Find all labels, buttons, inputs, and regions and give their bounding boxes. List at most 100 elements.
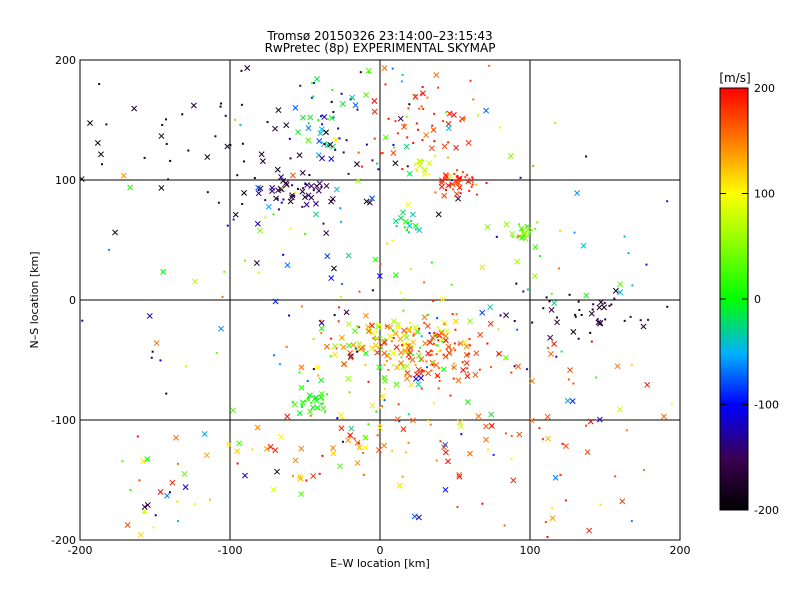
data-point-cross	[415, 514, 422, 521]
data-point-dot	[389, 357, 392, 360]
data-point-dot	[526, 368, 529, 371]
data-point-dot	[415, 168, 418, 171]
data-point-dot	[391, 239, 394, 242]
data-point-dot	[322, 222, 325, 225]
data-point-dot	[434, 191, 437, 194]
data-point-cross	[308, 194, 315, 201]
data-point-dot	[422, 108, 425, 111]
data-point-cross	[551, 300, 558, 306]
data-point-dot	[168, 491, 171, 494]
colorbar-unit-label: [m/s]	[719, 71, 750, 85]
data-point-cross	[112, 229, 119, 236]
data-point-dot	[379, 335, 382, 338]
data-point-dot	[379, 262, 382, 265]
data-point-dot	[323, 143, 326, 146]
data-point-dot	[432, 333, 435, 336]
data-point-dot	[339, 207, 342, 210]
data-point-cross	[354, 161, 360, 168]
data-point-dot	[391, 449, 394, 452]
data-point-cross	[406, 170, 413, 177]
data-point-cross	[314, 404, 321, 411]
data-point-cross	[433, 362, 440, 368]
data-point-cross	[381, 65, 388, 72]
data-point-dot	[559, 229, 562, 232]
data-point-cross	[345, 320, 352, 327]
data-point-dot	[403, 123, 406, 126]
data-point-cross	[87, 120, 93, 127]
data-point-cross	[464, 399, 471, 406]
data-point-dot	[446, 156, 449, 159]
data-point-dot	[429, 423, 432, 426]
data-point-dot	[426, 313, 429, 316]
data-point-dot	[224, 114, 227, 117]
data-point-dot	[357, 151, 360, 154]
data-point-cross	[483, 107, 490, 114]
data-point-cross	[418, 374, 424, 381]
data-point-dot	[577, 300, 580, 303]
data-point-dot	[313, 82, 316, 85]
data-point-cross	[283, 180, 289, 187]
data-point-cross	[338, 411, 344, 418]
data-point-cross	[295, 129, 302, 136]
data-point-cross	[357, 345, 364, 352]
data-point-dot	[466, 371, 469, 374]
data-point-cross	[450, 111, 457, 118]
data-point-cross	[339, 100, 346, 107]
data-point-dot	[450, 349, 453, 352]
data-point-dot	[313, 397, 316, 400]
data-point-dot	[312, 95, 315, 98]
data-point-cross	[299, 188, 306, 195]
data-point-dot	[471, 183, 474, 186]
data-point-cross	[617, 406, 624, 413]
data-point-cross	[563, 443, 569, 450]
data-point-cross	[137, 532, 144, 538]
data-point-dot	[403, 226, 406, 229]
data-point-dot	[378, 423, 381, 426]
data-point-cross	[384, 323, 391, 330]
data-point-dot	[410, 219, 413, 222]
data-point-cross	[365, 67, 372, 74]
data-point-cross	[314, 364, 321, 371]
data-point-dot	[356, 108, 359, 111]
data-point-dot	[456, 506, 459, 509]
y-tick-label: 0	[69, 294, 76, 307]
data-point-dot	[474, 183, 477, 186]
data-point-dot	[257, 189, 260, 192]
data-point-cross	[423, 132, 430, 139]
data-point-dot	[573, 231, 576, 234]
data-point-dot	[296, 187, 299, 190]
data-point-cross	[144, 502, 151, 508]
data-point-dot	[307, 122, 310, 125]
data-point-cross	[376, 447, 382, 454]
data-point-cross	[588, 310, 595, 317]
data-point-cross	[397, 115, 404, 122]
data-point-dot	[461, 171, 464, 174]
data-point-dot	[433, 154, 436, 157]
data-point-cross	[392, 218, 399, 225]
data-point-dot	[564, 499, 567, 502]
data-point-cross	[426, 160, 433, 167]
data-point-cross	[158, 133, 165, 140]
data-point-dot	[631, 284, 634, 287]
data-point-dot	[544, 520, 547, 523]
data-point-dot	[394, 120, 397, 123]
data-point-cross	[583, 292, 590, 299]
data-point-cross	[410, 339, 417, 346]
data-point-dot	[431, 350, 434, 353]
data-point-cross	[278, 174, 285, 180]
data-point-dot	[629, 315, 632, 318]
data-point-dot	[372, 336, 375, 339]
data-point-dot	[423, 281, 426, 284]
data-point-cross	[356, 444, 363, 451]
data-point-dot	[451, 179, 454, 182]
data-point-dot	[545, 296, 548, 299]
data-point-dot	[408, 321, 411, 324]
data-point-dot	[456, 175, 459, 178]
data-point-cross	[292, 104, 299, 111]
data-point-cross	[257, 227, 263, 234]
data-point-dot	[458, 179, 461, 182]
data-point-dot	[424, 167, 427, 170]
data-point-dot	[599, 503, 602, 506]
data-point-cross	[617, 289, 624, 296]
data-point-dot	[513, 365, 516, 368]
